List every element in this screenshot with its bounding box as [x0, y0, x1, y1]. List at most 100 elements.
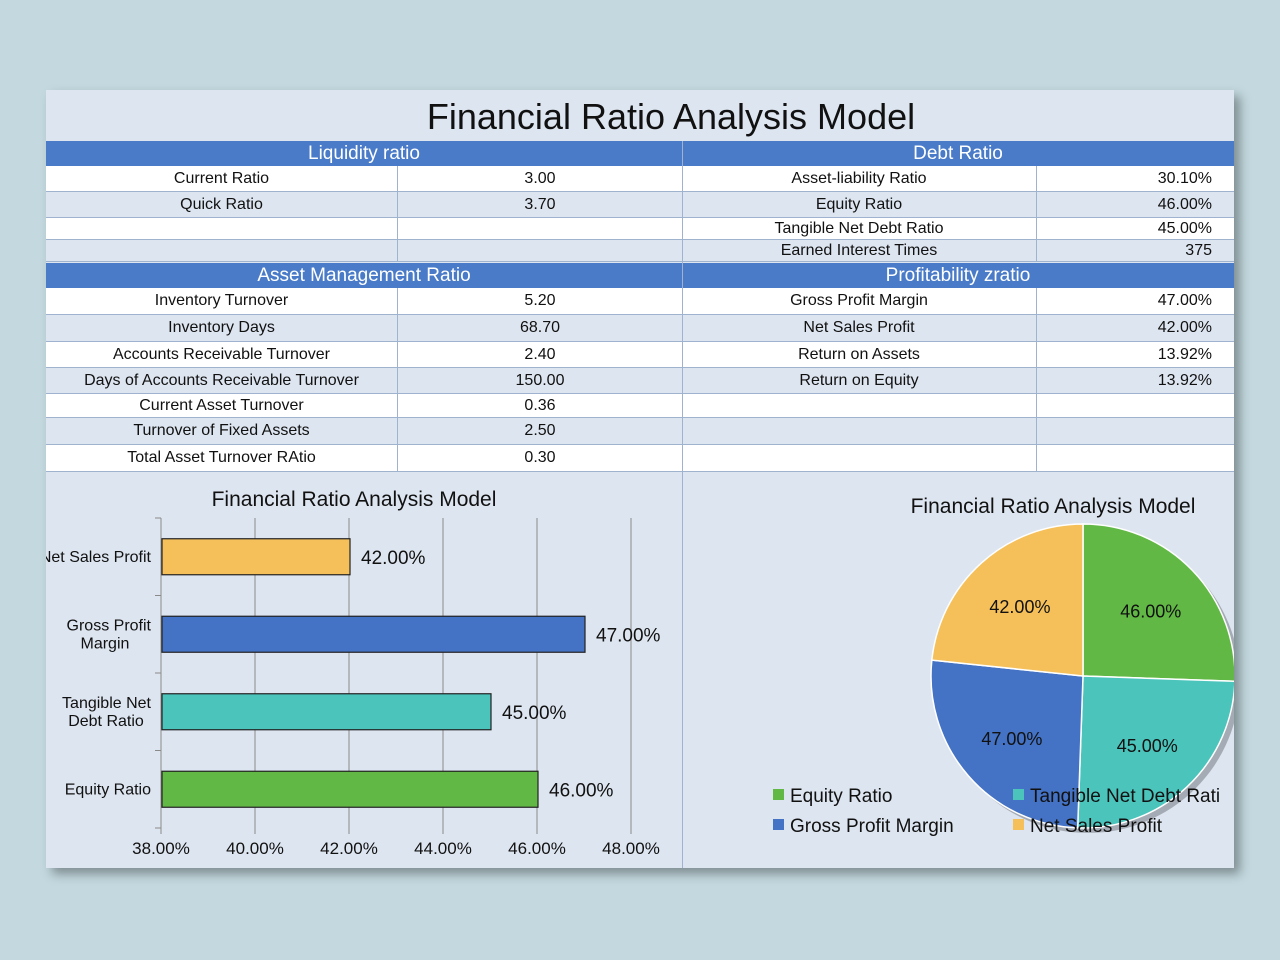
row-value[interactable]: 3.00	[524, 169, 556, 187]
row-label[interactable]: Accounts Receivable Turnover	[46, 342, 398, 367]
row-label[interactable]: Gross Profit Margin	[682, 288, 1037, 314]
profitability-row: Net Sales Profit 42.00%	[682, 315, 1234, 342]
row-value[interactable]: 13.92%	[1157, 371, 1212, 389]
liquidity-row	[46, 218, 682, 240]
row-value[interactable]: 0.36	[524, 396, 556, 414]
profitability-row	[682, 418, 1234, 445]
row-value[interactable]: 46.00%	[1157, 195, 1212, 213]
x-tick-label: 46.00%	[508, 839, 566, 858]
row-label[interactable]: Current Ratio	[46, 166, 398, 191]
pie-chart: Financial Ratio Analysis Model 46.00% 45.0…	[773, 495, 1234, 837]
profitability-row: Gross Profit Margin 47.00%	[682, 288, 1234, 315]
profitability-table: Gross Profit Margin 47.00% Net Sales Profi…	[682, 288, 1234, 472]
row-value[interactable]: 30.10%	[1157, 169, 1212, 187]
bar	[161, 693, 492, 731]
liquidity-header: Liquidity ratio	[46, 141, 682, 166]
row-label[interactable]: Asset-liability Ratio	[682, 166, 1037, 191]
row-label[interactable]: Equity Ratio	[682, 192, 1037, 217]
legend-swatch	[1013, 819, 1024, 830]
center-divider	[682, 141, 683, 868]
row-value[interactable]	[1037, 418, 1234, 444]
row-value[interactable]: 375	[1185, 241, 1212, 259]
row-label[interactable]: Total Asset Turnover RAtio	[46, 445, 398, 471]
row-value[interactable]: 150.00	[515, 371, 565, 389]
bar-value-label: 46.00%	[549, 780, 614, 801]
profitability-header: Profitability zratio	[682, 263, 1234, 288]
row-value[interactable]: 3.70	[524, 195, 556, 213]
debt-row: Tangible Net Debt Ratio 45.00%	[682, 218, 1234, 240]
row-value[interactable]: 42.00%	[1157, 319, 1212, 336]
legend-swatch	[773, 789, 784, 800]
bar	[161, 615, 586, 653]
row-label[interactable]	[682, 445, 1037, 471]
bar-category-label: Tangible Net Debt Ratio	[62, 695, 152, 730]
pie-slice	[1076, 675, 1234, 829]
row-label[interactable]: Earned Interest Times	[682, 240, 1037, 261]
bar-category-label: Net Sales Profit	[46, 549, 152, 566]
row-value[interactable]: 2.50	[524, 422, 556, 439]
row-value[interactable]: 13.92%	[1157, 345, 1212, 363]
row-label[interactable]: Days of Accounts Receivable Turnover	[46, 368, 398, 393]
asset-management-row: Days of Accounts Receivable Turnover 150.…	[46, 368, 682, 394]
asset-management-row: Accounts Receivable Turnover 2.40	[46, 342, 682, 368]
legend-label: Equity Ratio	[790, 786, 892, 807]
row-value[interactable]: 5.20	[524, 292, 556, 309]
row-value[interactable]: 68.70	[519, 319, 561, 336]
bar-category-label: Equity Ratio	[65, 781, 151, 798]
row-label[interactable]: Tangible Net Debt Ratio	[682, 218, 1037, 239]
pie-value-label: 42.00%	[989, 597, 1050, 617]
legend-label: Tangible Net Debt Rati	[1030, 786, 1220, 807]
row-label[interactable]: Quick Ratio	[46, 192, 398, 217]
x-tick-label: 44.00%	[414, 839, 472, 858]
row-value[interactable]	[398, 240, 682, 261]
row-value[interactable]	[1037, 445, 1234, 471]
row-label[interactable]: Current Asset Turnover	[46, 394, 398, 417]
pie-chart-title: Financial Ratio Analysis Model	[911, 495, 1196, 518]
pie-slice	[1082, 523, 1234, 683]
row-value[interactable]: 2.40	[524, 345, 556, 363]
page-title: Financial Ratio Analysis Model	[426, 96, 916, 137]
profitability-row	[682, 394, 1234, 418]
debt-row: Earned Interest Times 375	[682, 240, 1234, 262]
row-label[interactable]: Inventory Days	[46, 315, 398, 341]
row-label[interactable]: Inventory Turnover	[46, 288, 398, 314]
row-value[interactable]: 0.30	[524, 449, 556, 466]
profitability-row	[682, 445, 1234, 472]
pie-value-label: 47.00%	[981, 729, 1042, 749]
debt-row: Asset-liability Ratio 30.10%	[682, 166, 1234, 192]
row-label[interactable]: Turnover of Fixed Assets	[46, 418, 398, 444]
row-value[interactable]: 45.00%	[1157, 219, 1212, 237]
x-tick-label: 42.00%	[320, 839, 378, 858]
liquidity-table: Current Ratio 3.00 Quick Ratio 3.70	[46, 166, 682, 262]
bar-chart-title: Financial Ratio Analysis Model	[212, 488, 497, 511]
row-label[interactable]: Return on Equity	[682, 368, 1037, 393]
asset-management-row: Total Asset Turnover RAtio 0.30	[46, 445, 682, 472]
legend-label: Net Sales Profit	[1030, 816, 1163, 837]
row-value[interactable]: 47.00%	[1157, 292, 1212, 309]
legend-label: Gross Profit Margin	[790, 816, 954, 837]
row-label[interactable]: Return on Assets	[682, 342, 1037, 367]
bar-chart: Financial Ratio Analysis Model 38.00% 40.0…	[46, 488, 661, 858]
asset-management-row: Inventory Turnover 5.20	[46, 288, 682, 315]
bar	[161, 538, 351, 576]
profitability-row: Return on Assets 13.92%	[682, 342, 1234, 368]
row-label[interactable]	[46, 240, 398, 261]
legend-swatch	[773, 819, 784, 830]
bar	[161, 770, 539, 808]
row-label[interactable]	[682, 394, 1037, 417]
debt-table: Asset-liability Ratio 30.10% Equity Ratio 4…	[682, 166, 1234, 262]
asset-management-header: Asset Management Ratio	[46, 263, 682, 288]
liquidity-row: Quick Ratio 3.70	[46, 192, 682, 218]
pie-slice	[931, 523, 1084, 677]
debt-row: Equity Ratio 46.00%	[682, 192, 1234, 218]
row-label[interactable]: Net Sales Profit	[682, 315, 1037, 341]
pie-value-label: 45.00%	[1117, 736, 1178, 756]
bar-category-label: Gross Profit Margin	[67, 617, 152, 652]
asset-management-row: Inventory Days 68.70	[46, 315, 682, 342]
row-label[interactable]	[682, 418, 1037, 444]
row-value[interactable]	[1037, 394, 1234, 417]
spreadsheet-sheet: Financial Ratio Analysis Model Liquidity…	[46, 90, 1234, 868]
profitability-row: Return on Equity 13.92%	[682, 368, 1234, 394]
row-label[interactable]	[46, 218, 398, 239]
row-value[interactable]	[398, 218, 682, 239]
